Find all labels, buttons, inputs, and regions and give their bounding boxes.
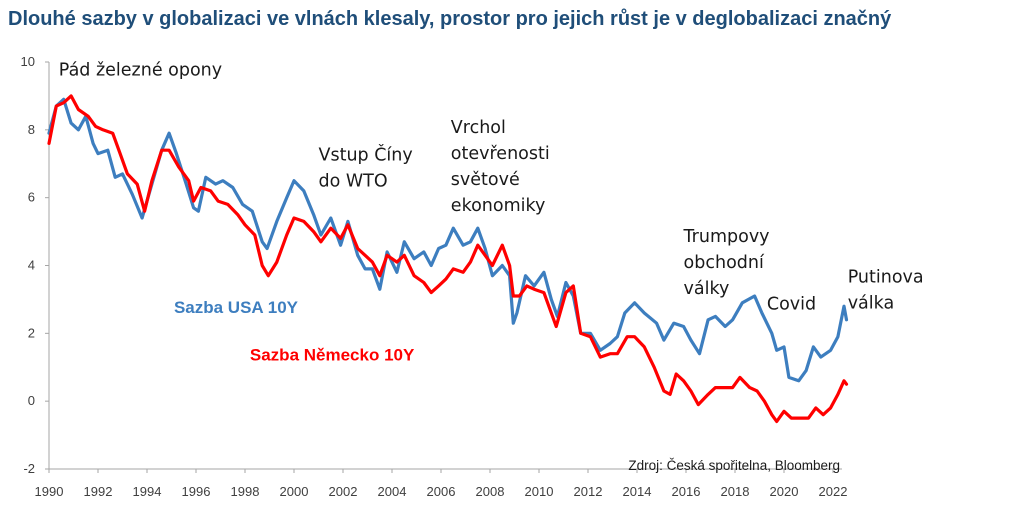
annotations: Pád železné opony Vstup Číny do WTO Vrchol o… xyxy=(59,61,924,315)
annotation: Vstup Číny do WTO xyxy=(319,143,413,191)
y-tick-label: -2 xyxy=(23,461,35,476)
x-tick-label: 2012 xyxy=(574,484,603,499)
y-tick-label: 6 xyxy=(28,190,35,205)
x-tick-label: 2010 xyxy=(525,484,554,499)
y-tick-label: 2 xyxy=(28,325,35,340)
annotation: Trumpovy obchodní války xyxy=(683,227,770,299)
x-tick-label: 2014 xyxy=(623,484,652,499)
annotation: Vrchol otevřenosti světové ekonomiky xyxy=(451,118,550,216)
x-tick-label: 2022 xyxy=(819,484,848,499)
chart-title: Dlouhé sazby v globalizaci ve vlnách kle… xyxy=(8,8,892,30)
x-tick-label: 1998 xyxy=(231,484,260,499)
annotation-line: války xyxy=(684,279,730,299)
annotation-line: do WTO xyxy=(319,171,388,191)
annotation-line: Vrchol xyxy=(451,118,506,138)
annotation: Putinova válka xyxy=(848,267,924,313)
annotation: Pád železné opony xyxy=(59,61,222,81)
series-labels: Sazba USA 10Y Sazba Německo 10Y xyxy=(174,298,415,364)
x-tick-label: 2006 xyxy=(427,484,456,499)
annotation-line: Putinova xyxy=(848,267,924,287)
x-tick-label: 1994 xyxy=(133,484,162,499)
annotation-line: Trumpovy xyxy=(683,227,770,247)
series-line-usa-10y xyxy=(47,97,849,383)
x-tick-label: 2016 xyxy=(672,484,701,499)
x-tick-label: 2004 xyxy=(378,484,407,499)
annotation-line: válka xyxy=(848,293,895,313)
annotation-line: Covid xyxy=(767,295,816,315)
x-tick-label: 1990 xyxy=(35,484,64,499)
y-tick-label: 4 xyxy=(28,258,35,273)
annotation-line: ekonomiky xyxy=(451,196,546,216)
x-tick-label: 2018 xyxy=(721,484,750,499)
x-tick-label: 1992 xyxy=(84,484,113,499)
x-axis-ticks: 1990 1992 1994 1996 1998 2000 2002 2004 2006 2008… xyxy=(35,469,848,499)
series-line-germany-10y xyxy=(47,94,849,424)
annotation-line: Vstup Číny xyxy=(319,143,413,165)
annotation: Covid xyxy=(767,295,816,315)
y-axis-ticks: 10 8 6 4 2 0 -2 xyxy=(21,54,49,476)
series-label-usa: Sazba USA 10Y xyxy=(174,298,299,317)
x-tick-label: 2020 xyxy=(770,484,799,499)
y-tick-label: 8 xyxy=(28,122,35,137)
x-tick-label: 2008 xyxy=(476,484,505,499)
x-tick-label: 2002 xyxy=(329,484,358,499)
source-note: Zdroj: Česká spořitelna, Bloomberg xyxy=(628,458,840,473)
annotation-line: světové xyxy=(451,170,520,190)
y-tick-label: 10 xyxy=(21,54,35,69)
series-label-germany: Sazba Německo 10Y xyxy=(250,345,415,364)
annotation-line: Pád železné opony xyxy=(59,61,222,81)
series-lines xyxy=(47,94,849,424)
annotation-line: obchodní xyxy=(684,253,765,273)
annotation-line: otevřenosti xyxy=(451,144,550,164)
x-tick-label: 1996 xyxy=(182,484,211,499)
y-tick-label: 0 xyxy=(28,393,35,408)
x-tick-label: 2000 xyxy=(280,484,309,499)
